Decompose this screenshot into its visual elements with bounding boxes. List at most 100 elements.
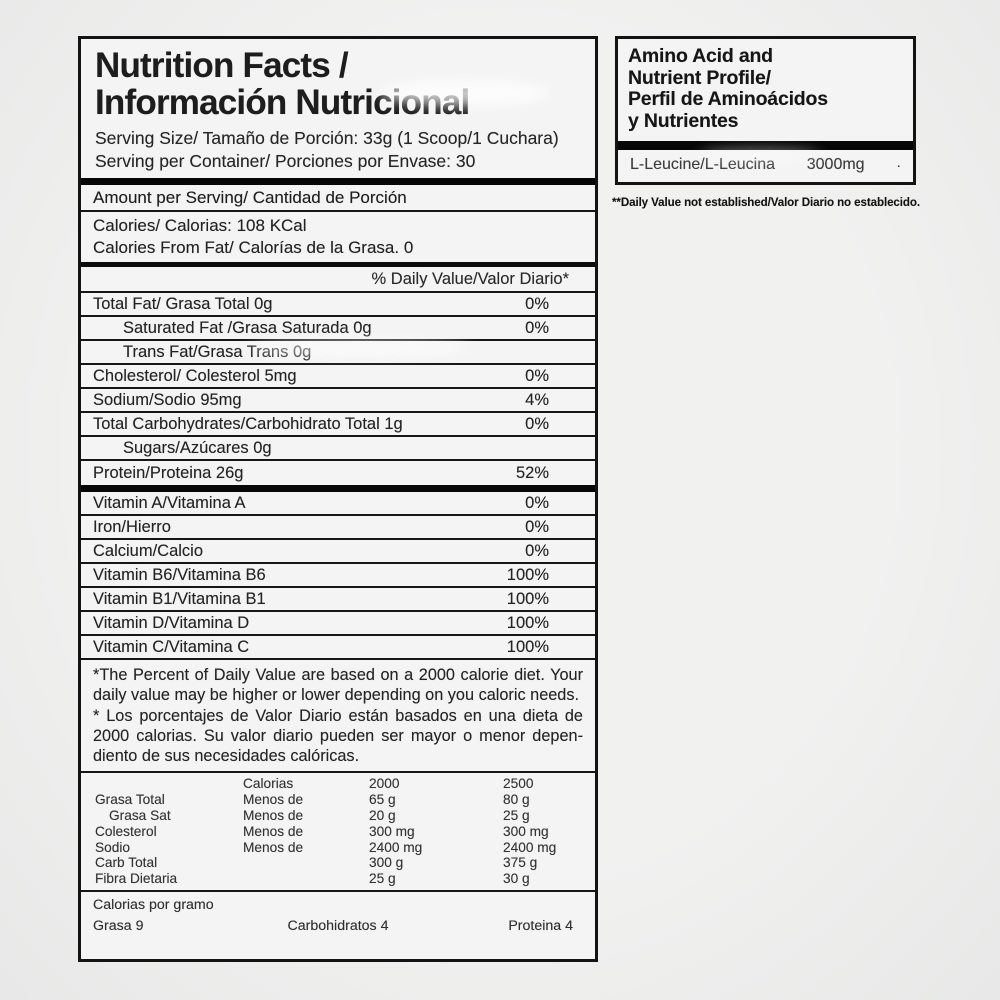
cpg-fat: Grasa 9 — [93, 917, 144, 934]
ref-row-grasa-sat: Grasa Sat Menos de 20 g 25 g — [95, 808, 589, 824]
vitamin-value: 100% — [506, 638, 549, 657]
nutrient-label: Total Fat/ Grasa Total 0g — [93, 295, 273, 314]
serving-info: Serving Size/ Tamaño de Porción: 33g (1 … — [81, 122, 595, 179]
calories-per-gram-values: Grasa 9 Carbohidratos 4 Proteina 4 — [93, 918, 583, 935]
ref-cell — [243, 871, 369, 887]
ref-cell: 2400 mg — [369, 839, 423, 855]
amino-title-line: Amino Acid and — [628, 45, 773, 67]
section-divider-bar — [618, 140, 913, 150]
ref-cell: Calorias — [243, 776, 294, 792]
ref-cell: 300 g — [369, 855, 404, 871]
ref-cell: Grasa Sat — [109, 807, 171, 823]
vitamin-label: Vitamin B1/Vitamina B1 — [93, 590, 266, 609]
ref-cell: 65 g — [369, 792, 396, 808]
amino-value: 3000mg — [806, 155, 865, 173]
amino-title-line: y Nutrientes — [628, 109, 739, 132]
vitamin-label: Calcium/Calcio — [93, 542, 204, 561]
vitamin-row-c: Vitamin C/Vitamina C 100% — [81, 636, 595, 661]
calories-line: Calories/ Calorias: 108 KCal — [93, 216, 307, 236]
ref-cell: Menos de — [243, 792, 304, 808]
nutrition-facts-panel: Nutrition Facts / Información Nutriciona… — [78, 36, 598, 962]
daily-value-header: % Daily Value/Valor Diario* — [81, 267, 595, 294]
nutrient-value: 52% — [515, 464, 549, 483]
nutrient-row-sodium: Sodium/Sodio 95mg 4% — [81, 389, 595, 414]
nutrient-label: Saturated Fat /Grasa Saturada 0g — [123, 319, 372, 338]
section-divider-bar — [81, 178, 595, 186]
nutrient-value: 0% — [525, 367, 549, 386]
daily-value-mark: · — [896, 156, 901, 173]
ref-cell: 2500 — [503, 776, 534, 792]
ref-cell: Menos de — [243, 807, 304, 823]
ref-cell: 2400 mg — [503, 839, 557, 855]
ref-row-colesterol: Colesterol Menos de 300 mg 300 mg — [95, 824, 589, 840]
ref-cell — [95, 776, 243, 792]
nutrient-label: Total Carbohydrates/Carbohidrato Total 1… — [93, 415, 403, 434]
ref-cell: 300 mg — [369, 823, 415, 839]
cpg-protein: Proteina 4 — [508, 917, 573, 934]
ref-row-grasa-total: Grasa Total Menos de 65 g 80 g — [95, 792, 589, 808]
serving-size: Serving Size/ Tamaño de Porción: 33g (1 … — [95, 127, 559, 148]
calories-from-fat-line: Calories From Fat/ Calorías de la Grasa.… — [93, 237, 414, 257]
vitamin-row-a: Vitamin A/Vitamina A 0% — [81, 492, 595, 517]
nutrition-facts-title: Nutrition Facts / Información Nutriciona… — [81, 39, 595, 122]
vitamin-label: Vitamin B6/Vitamina B6 — [93, 566, 266, 585]
nutrient-label: Protein/Proteina 26g — [93, 464, 244, 483]
footnote-en: *The Percent of Daily Value are based on… — [93, 666, 583, 705]
vitamin-row-b6: Vitamin B6/Vitamina B6 100% — [81, 564, 595, 589]
ref-cell: 300 mg — [503, 823, 549, 839]
vitamin-row-d: Vitamin D/Vitamina D 100% — [81, 612, 595, 637]
vitamin-label: Vitamin A/Vitamina A — [93, 494, 246, 513]
nutrient-row-protein: Protein/Proteina 26g 52% — [81, 461, 595, 485]
nutrient-label: Cholesterol/ Colesterol 5mg — [93, 367, 297, 386]
ref-cell — [243, 855, 369, 871]
nutrient-value: 0% — [525, 415, 549, 434]
vitamin-value: 100% — [506, 566, 549, 585]
nutrient-label: Sugars/Azúcares 0g — [123, 439, 272, 458]
calories-per-gram-title: Calorias por gramo — [93, 896, 214, 913]
vitamin-value: 0% — [525, 518, 549, 537]
ref-cell: Sodio — [95, 839, 131, 855]
amino-acid-panel: Amino Acid and Nutrient Profile/ Perfil … — [615, 36, 916, 185]
nutrient-row-trans-fat: Trans Fat/Grasa Trans 0g — [81, 341, 595, 366]
calories-block: Calories/ Calorias: 108 KCal Calories Fr… — [81, 212, 595, 268]
vitamin-row-calcium: Calcium/Calcio 0% — [81, 540, 595, 565]
vitamin-row-iron: Iron/Hierro 0% — [81, 516, 595, 541]
daily-value-footnote: *The Percent of Daily Value are based on… — [81, 660, 595, 774]
ref-row-fibra: Fibra Dietaria 25 g 30 g — [95, 871, 589, 887]
ref-cell: Grasa Total — [95, 792, 165, 808]
nutrient-row-sugars: Sugars/Azúcares 0g — [81, 437, 595, 462]
amino-footnote: **Daily Value not established/Valor Diar… — [612, 196, 920, 209]
vitamin-label: Iron/Hierro — [93, 518, 171, 537]
nutrient-label: Trans Fat/Grasa Trans 0g — [123, 343, 312, 362]
vitamin-value: 100% — [506, 614, 549, 633]
ref-cell: Carb Total — [95, 855, 158, 871]
reference-table: Calorias 2000 2500 Grasa Total Menos de … — [81, 773, 595, 892]
vitamin-row-b1: Vitamin B1/Vitamina B1 100% — [81, 588, 595, 613]
vitamin-value: 0% — [525, 542, 549, 561]
ref-cell: 80 g — [503, 792, 530, 808]
vitamin-value: 0% — [525, 494, 549, 513]
title-line-en: Nutrition Facts / — [95, 46, 349, 85]
ref-cell: 20 g — [369, 807, 396, 823]
vitamin-value: 100% — [506, 590, 549, 609]
title-line-es: Información Nutricional — [95, 83, 470, 123]
servings-per-container: Serving per Container/ Porciones por Env… — [95, 150, 476, 171]
nutrient-row-saturated-fat: Saturated Fat /Grasa Saturada 0g 0% — [81, 317, 595, 342]
nutrient-row-cholesterol: Cholesterol/ Colesterol 5mg 0% — [81, 365, 595, 390]
ref-cell: 30 g — [503, 871, 530, 887]
amino-label: L-Leucine/L-Leucina — [630, 155, 775, 173]
amino-row-l-leucine: L-Leucine/L-Leucina 3000mg · — [618, 150, 913, 182]
footnote-es: * Los porcentajes de Valor Diario están … — [93, 707, 583, 766]
nutrient-value: 0% — [525, 319, 549, 338]
nutrient-value: 4% — [525, 391, 549, 410]
amino-title-line: Perfil de Aminoácidos — [628, 88, 828, 111]
ref-cell: 25 g — [369, 871, 396, 887]
section-divider-bar — [81, 485, 595, 493]
ref-row-carb-total: Carb Total 300 g 375 g — [95, 855, 589, 871]
ref-cell: Colesterol — [95, 823, 157, 839]
ref-cell: 375 g — [503, 855, 538, 871]
nutrient-row-total-fat: Total Fat/ Grasa Total 0g 0% — [81, 293, 595, 318]
calories-per-gram-block: Calorias por gramo Grasa 9 Carbohidratos… — [81, 892, 595, 941]
ref-cell: 25 g — [503, 807, 530, 823]
amount-per-serving: Amount per Serving/ Cantidad de Porción — [81, 185, 595, 213]
